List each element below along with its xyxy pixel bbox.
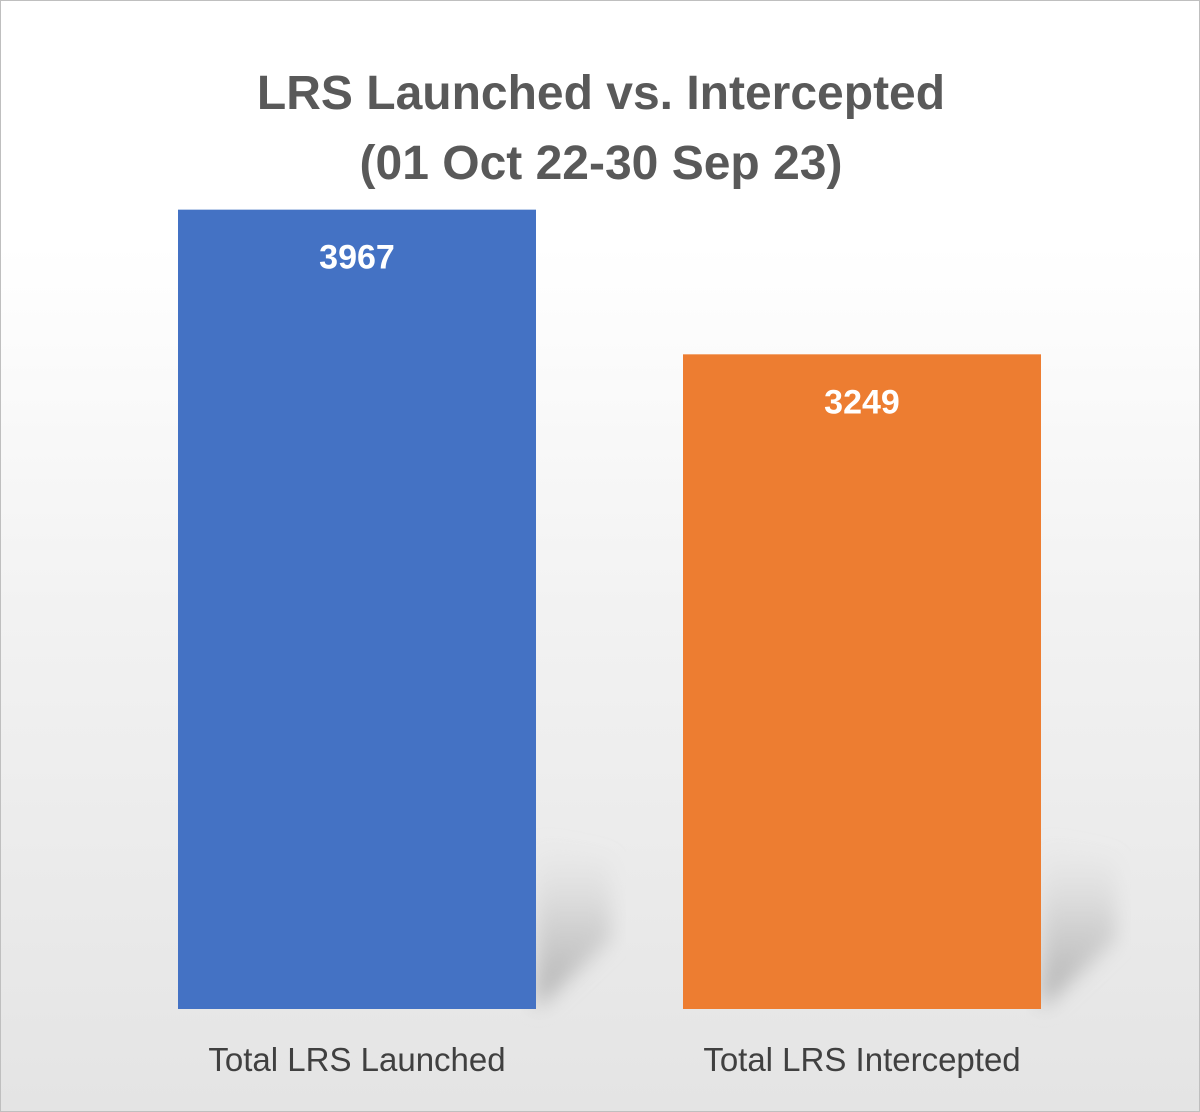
bar-total-lrs-launched <box>178 209 536 1009</box>
chart-title-line-2: (01 Oct 22-30 Sep 23) <box>359 137 843 190</box>
x-tick-label: Total LRS Intercepted <box>703 1041 1020 1078</box>
chart-title: LRS Launched vs. Intercepted (01 Oct 22-… <box>1 59 1199 199</box>
bar-shadow <box>1041 839 1116 1009</box>
chart-title-line-1: LRS Launched vs. Intercepted <box>256 67 946 120</box>
bar-shadow <box>536 839 611 1009</box>
data-label: 3967 <box>319 239 395 277</box>
x-tick-label: Total LRS Launched <box>208 1041 505 1078</box>
bar-total-lrs-intercepted <box>683 354 1041 1009</box>
data-label: 3249 <box>824 383 900 421</box>
